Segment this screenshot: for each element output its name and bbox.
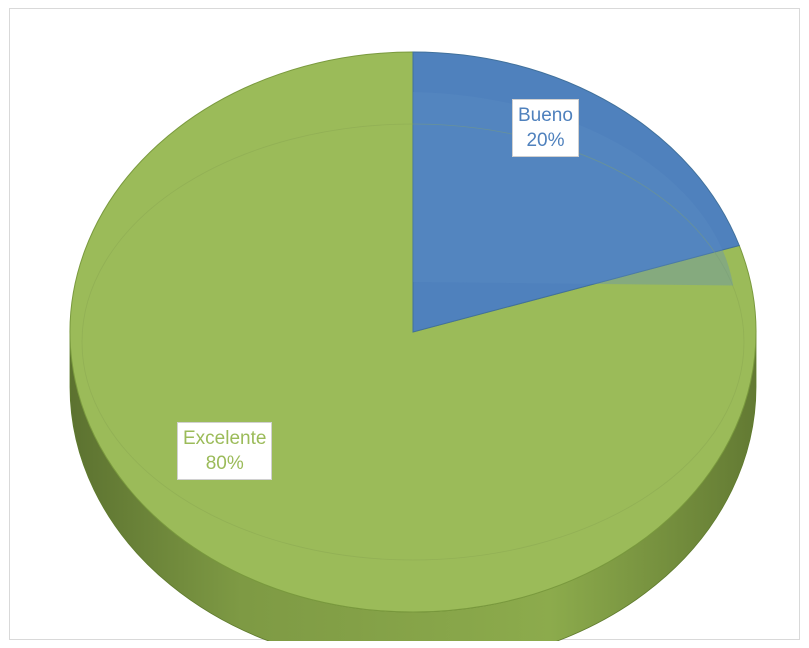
label-excelente-category: Excelente [183,428,267,449]
pie-chart [69,51,757,641]
pie-bevel [81,123,745,561]
label-excelente-value: 80% [205,453,244,474]
pie-slice-bueno-shade [413,92,734,286]
pie-slice-bueno [412,51,740,333]
label-bueno-value: 20% [526,130,565,151]
label-bueno-category: Bueno [518,105,573,126]
data-label-excelente: Excelente 80% [177,422,273,480]
chart-area: Bueno 20% Excelente 80% [9,8,800,641]
data-label-bueno: Bueno 20% [512,99,579,157]
